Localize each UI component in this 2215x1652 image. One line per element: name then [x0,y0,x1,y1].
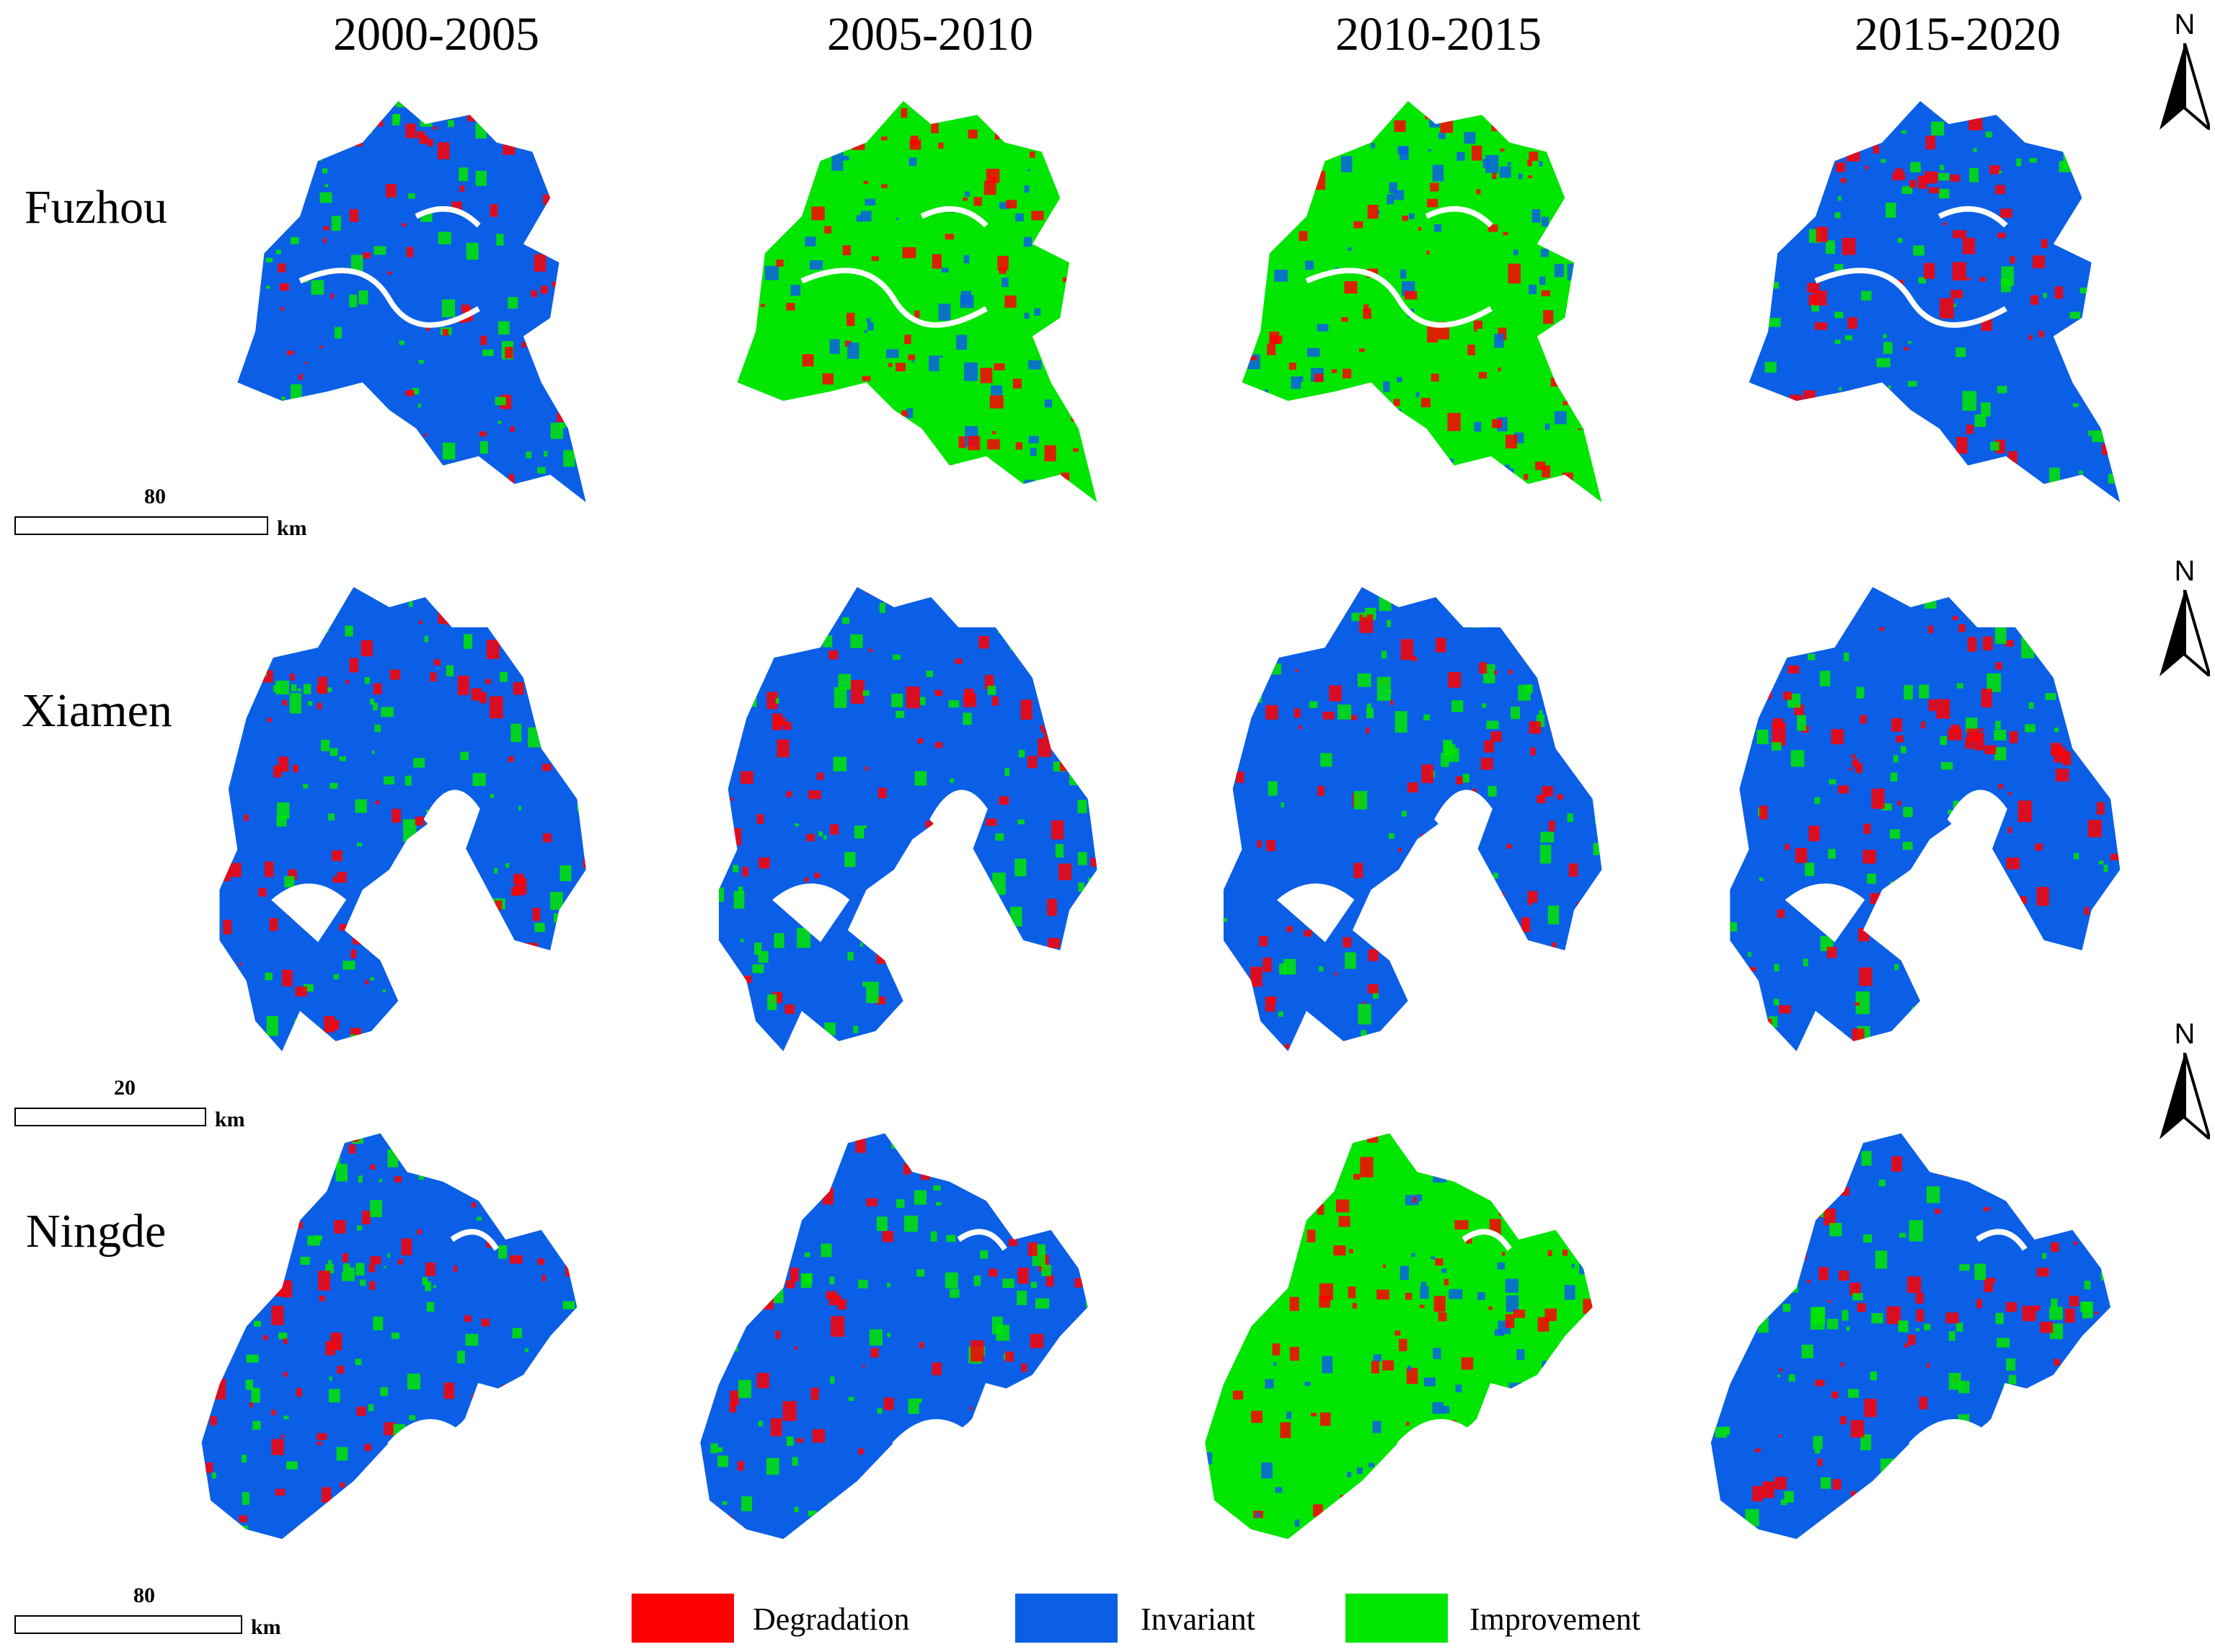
legend-swatch-degradation [632,1594,734,1643]
period-header-2005-2010: 2005-2010 [827,8,1033,61]
scalebar-unit: km [251,1615,281,1639]
scalebar-unit: km [215,1108,245,1131]
scalebar-unit: km [277,516,307,540]
north-arrow-label: N [2174,555,2196,587]
map-panel-xiamen-1 [219,587,586,1051]
period-header-2000-2005: 2000-2005 [333,8,539,61]
north-arrow-icon [2159,43,2210,130]
scalebar-bar [14,516,268,535]
scalebar-fuzhou: 80 km [14,485,317,542]
legend-swatch-improvement [1345,1594,1448,1643]
period-header-2010-2015: 2010-2015 [1335,8,1542,61]
scalebar-xiamen: 20 km [14,1076,260,1134]
city-label-ningde: Ningde [26,1205,167,1258]
legend-label-degradation: Degradation [753,1602,910,1637]
north-arrow-fuzhou: N [2156,9,2214,131]
legend-label-invariant: Invariant [1141,1602,1255,1637]
north-arrow-label: N [2174,9,2196,40]
legend-label-improvement: Improvement [1469,1602,1641,1637]
scalebar-value: 20 [114,1076,136,1100]
legend-swatch-invariant [1015,1594,1118,1643]
map-panel-fuzhou-4 [1748,101,2121,503]
city-label-xiamen: Xiamen [22,684,172,737]
map-panel-ningde-4 [1710,1133,2111,1540]
scalebar-bar [14,1615,242,1634]
city-label-fuzhou: Fuzhou [25,181,167,234]
scalebar-ningde: 80 km [14,1583,303,1641]
north-arrow-icon [2159,1053,2210,1139]
north-arrow-xiamen: N [2156,555,2214,678]
map-panel-xiamen-4 [1730,587,2121,1051]
north-arrow-icon [2159,590,2210,676]
map-panel-fuzhou-1 [237,101,586,503]
map-panel-xiamen-2 [718,587,1097,1051]
scalebar-bar [14,1108,206,1126]
map-panel-ningde-2 [700,1133,1088,1540]
north-arrow-label: N [2174,1018,2196,1050]
map-panel-ningde-1 [201,1133,578,1540]
map-panel-fuzhou-2 [737,101,1097,503]
scalebar-value: 80 [144,485,166,508]
period-header-2015-2020: 2015-2020 [1854,8,2061,61]
map-panel-ningde-3 [1205,1133,1593,1540]
north-arrow-ningde: N [2156,1018,2214,1141]
map-panel-xiamen-3 [1223,587,1602,1051]
scalebar-value: 80 [133,1583,155,1607]
map-panel-fuzhou-3 [1242,101,1602,503]
